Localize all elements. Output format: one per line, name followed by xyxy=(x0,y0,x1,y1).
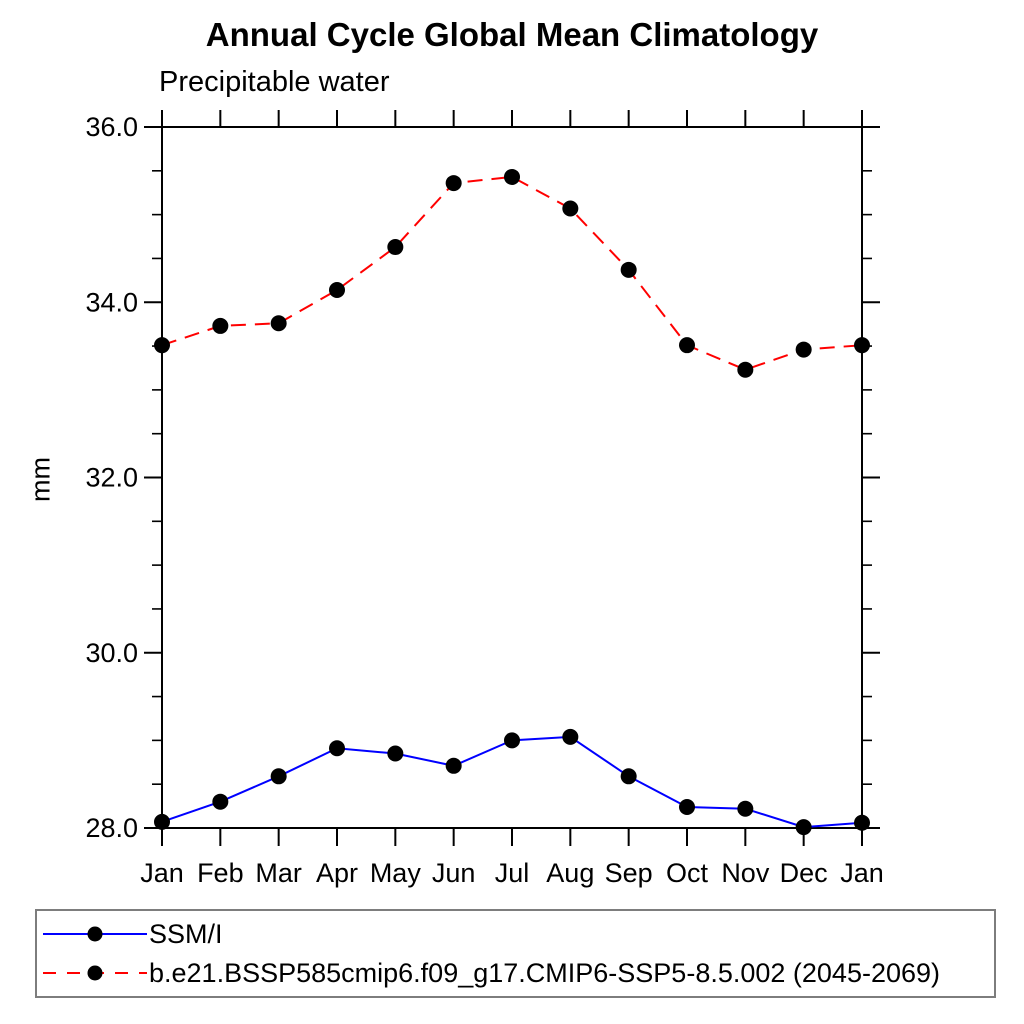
data-point xyxy=(212,793,229,810)
data-point xyxy=(329,281,345,298)
series-line-model xyxy=(161,175,863,371)
data-point xyxy=(270,315,287,332)
x-axis-tick-label: Apr xyxy=(316,858,358,888)
data-point xyxy=(854,337,870,354)
legend-box: SSM/I b.e21.BSSP585cmip6.f09_g17.CMIP6-S… xyxy=(35,909,996,998)
data-point xyxy=(387,745,404,762)
data-point xyxy=(270,768,287,785)
legend-marker-dot xyxy=(87,965,103,981)
data-point xyxy=(620,261,637,278)
data-point xyxy=(854,814,870,831)
x-axis-tick-label: Jul xyxy=(495,858,530,888)
legend-entry-model: b.e21.BSSP585cmip6.f09_g17.CMIP6-SSP5-8.… xyxy=(41,958,994,988)
y-axis-tick-label: 34.0 xyxy=(85,287,138,317)
legend-entry-ssmi: SSM/I xyxy=(41,919,994,949)
data-point xyxy=(212,317,229,334)
data-point xyxy=(154,813,170,830)
chart-subtitle: Precipitable water xyxy=(159,66,390,98)
data-point xyxy=(445,757,462,774)
x-axis-tick-label: Oct xyxy=(666,858,709,888)
legend-sample-solid-line xyxy=(43,926,147,942)
x-axis-tick-label: Jan xyxy=(840,858,884,888)
y-axis-tick-label: 30.0 xyxy=(85,638,138,668)
data-point xyxy=(679,337,695,354)
chart-title: Annual Cycle Global Mean Climatology xyxy=(205,16,819,53)
data-point xyxy=(445,175,462,192)
data-point xyxy=(504,168,520,185)
x-axis-tick-label: May xyxy=(370,858,422,888)
data-point xyxy=(504,732,520,749)
y-axis-tick-label: 36.0 xyxy=(85,112,138,142)
data-point xyxy=(387,239,404,256)
x-axis-tick-label: Sep xyxy=(605,858,653,888)
x-axis-tick-label: Jun xyxy=(432,858,476,888)
data-point xyxy=(620,768,637,785)
data-point xyxy=(562,200,579,217)
y-axis-tick-label: 28.0 xyxy=(85,813,138,843)
data-point xyxy=(795,819,812,836)
x-axis-tick-label: Jan xyxy=(140,858,184,888)
series-line-ssmi xyxy=(161,735,863,829)
legend-label-ssmi: SSM/I xyxy=(149,918,223,949)
x-axis-tick-label: Dec xyxy=(780,858,828,888)
data-point xyxy=(795,341,812,358)
data-point xyxy=(562,728,579,745)
x-axis-tick-label: Nov xyxy=(721,858,770,888)
data-point xyxy=(737,361,754,378)
data-point xyxy=(154,337,170,354)
x-axis-tick-label: Feb xyxy=(197,858,244,888)
data-point xyxy=(679,798,695,815)
legend-label-model: b.e21.BSSP585cmip6.f09_g17.CMIP6-SSP5-8.… xyxy=(149,957,941,988)
x-axis-tick-label: Aug xyxy=(546,858,594,888)
legend-marker-dot xyxy=(87,926,103,942)
data-point xyxy=(329,740,345,757)
data-point xyxy=(737,800,754,817)
x-axis-tick-label: Mar xyxy=(255,858,302,888)
plot-frame xyxy=(161,126,863,829)
legend-sample-dashed-line xyxy=(43,965,147,981)
y-axis-tick-label: 32.0 xyxy=(85,463,138,493)
